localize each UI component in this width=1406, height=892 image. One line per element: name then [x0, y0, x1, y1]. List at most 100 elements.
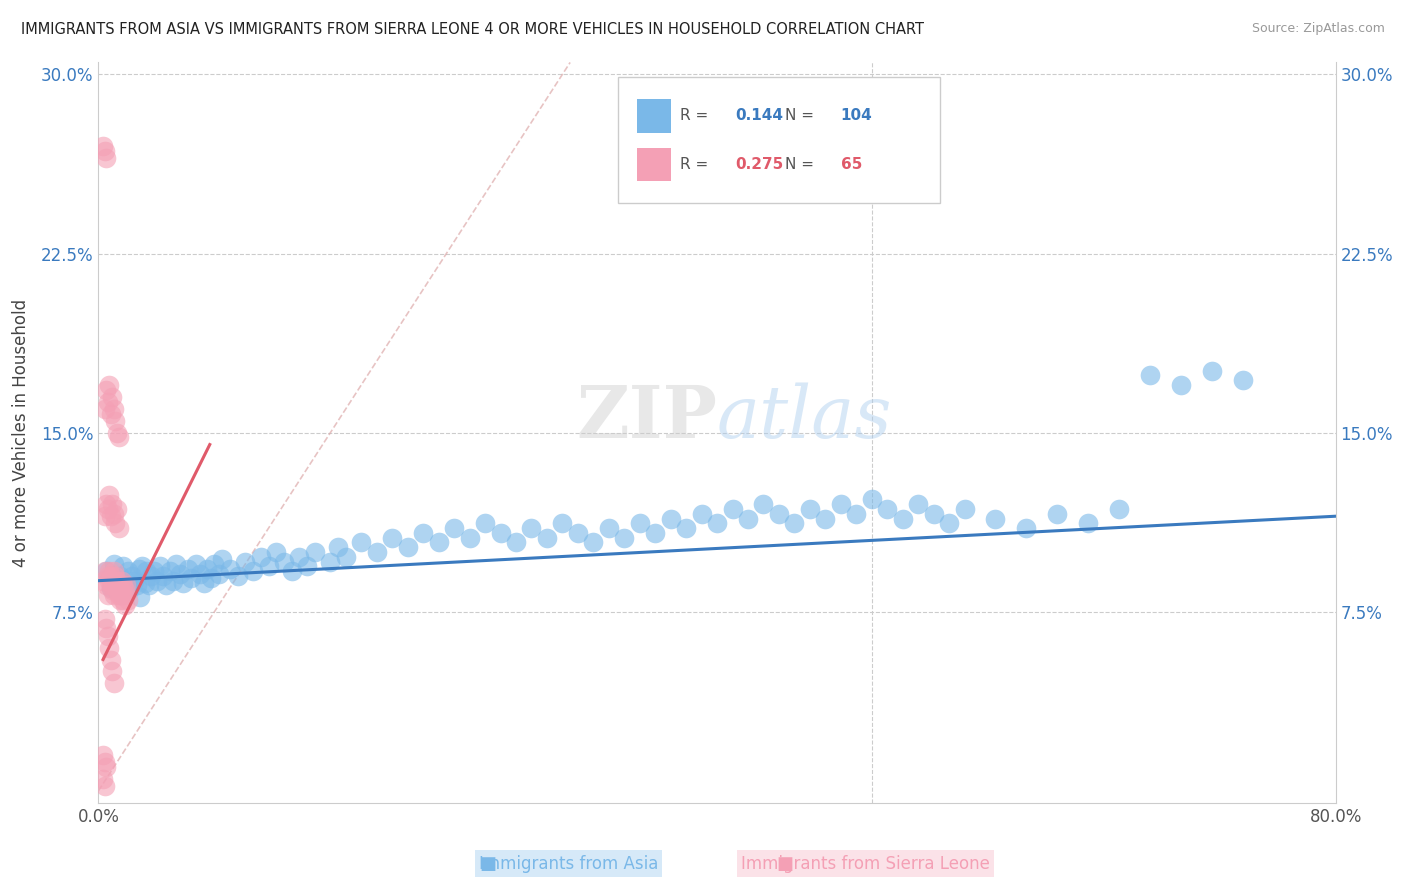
Point — [91, 574, 114, 588]
Y-axis label: 4 or more Vehicles in Household: 4 or more Vehicles in Household — [11, 299, 30, 566]
Point — [799, 502, 821, 516]
Point — [96, 622, 118, 636]
Point — [100, 578, 122, 592]
Point — [100, 581, 122, 595]
Point — [489, 525, 512, 540]
Point — [211, 552, 233, 566]
Point — [768, 507, 790, 521]
Point — [288, 549, 311, 564]
Text: ■: ■ — [479, 855, 496, 872]
Point — [103, 564, 125, 578]
Text: atlas: atlas — [717, 383, 893, 453]
Point — [264, 545, 288, 559]
FancyBboxPatch shape — [619, 78, 939, 203]
Point — [721, 502, 744, 516]
Point — [101, 574, 124, 588]
Point — [613, 531, 636, 545]
Point — [443, 521, 465, 535]
Point — [118, 583, 141, 598]
Point — [984, 511, 1007, 525]
Point — [752, 497, 775, 511]
Point — [114, 598, 136, 612]
Point — [105, 574, 128, 588]
Point — [100, 407, 122, 421]
Point — [304, 545, 326, 559]
Point — [938, 516, 960, 531]
Point — [108, 569, 131, 583]
Text: R =: R = — [681, 108, 713, 123]
Point — [219, 562, 242, 576]
Point — [845, 507, 868, 521]
Point — [177, 562, 200, 576]
Point — [233, 555, 257, 569]
Point — [551, 516, 574, 531]
Point — [97, 588, 120, 602]
Point — [93, 779, 115, 793]
Text: 0.144: 0.144 — [735, 108, 783, 123]
Point — [628, 516, 651, 531]
Point — [135, 564, 157, 578]
Point — [97, 569, 120, 583]
Point — [96, 760, 118, 774]
Point — [98, 574, 121, 588]
Point — [103, 676, 125, 690]
Point — [115, 578, 138, 592]
Point — [184, 557, 207, 571]
Point — [326, 541, 350, 555]
Point — [1077, 516, 1099, 531]
Point — [101, 583, 124, 598]
Point — [93, 564, 115, 578]
Point — [93, 144, 115, 158]
Point — [97, 629, 120, 643]
Point — [706, 516, 728, 531]
Point — [567, 525, 589, 540]
Point — [474, 516, 496, 531]
Point — [107, 430, 129, 444]
Point — [953, 502, 976, 516]
FancyBboxPatch shape — [637, 147, 671, 181]
Point — [1046, 507, 1069, 521]
Point — [129, 591, 152, 605]
Point — [103, 507, 125, 521]
Point — [105, 425, 128, 440]
Point — [112, 592, 135, 607]
Point — [149, 559, 172, 574]
Point — [104, 516, 127, 531]
Text: N =: N = — [785, 157, 818, 172]
Point — [257, 559, 280, 574]
Point — [659, 511, 682, 525]
Point — [891, 511, 914, 525]
Point — [1139, 368, 1161, 383]
Point — [131, 559, 153, 574]
Point — [876, 502, 898, 516]
Point — [122, 574, 145, 588]
Point — [108, 583, 131, 598]
Point — [103, 401, 125, 416]
Text: 0.275: 0.275 — [735, 157, 785, 172]
Point — [93, 509, 115, 524]
Point — [319, 555, 342, 569]
Point — [350, 535, 373, 549]
Text: N =: N = — [785, 108, 818, 123]
Point — [335, 549, 357, 564]
Point — [91, 139, 114, 153]
Point — [907, 497, 929, 511]
Point — [783, 516, 806, 531]
Point — [115, 578, 138, 592]
Point — [100, 509, 122, 524]
Point — [101, 665, 124, 679]
Point — [412, 525, 434, 540]
Point — [536, 531, 558, 545]
Point — [111, 574, 132, 588]
Point — [273, 555, 295, 569]
Point — [101, 390, 124, 404]
Point — [121, 569, 143, 583]
Point — [104, 578, 127, 592]
Point — [98, 640, 121, 655]
Point — [100, 569, 122, 583]
Point — [108, 592, 131, 607]
Point — [172, 576, 194, 591]
Point — [115, 588, 138, 602]
Point — [134, 576, 156, 591]
Point — [91, 772, 114, 786]
